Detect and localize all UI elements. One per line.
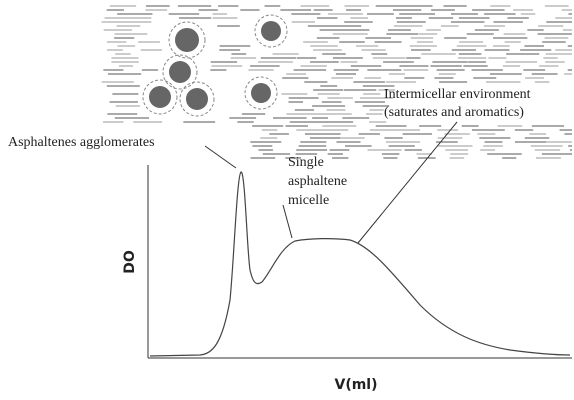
leader-line — [204, 145, 237, 169]
micelle-label: asphaltene — [288, 174, 347, 189]
axes — [147, 165, 572, 359]
leader-line — [357, 121, 458, 244]
leader-line — [282, 204, 293, 239]
leader-lines — [204, 121, 458, 244]
micelle-shell — [168, 21, 206, 59]
micelles — [142, 14, 288, 117]
x-axis-title: V(ml) — [334, 377, 377, 393]
intermicellar-label: (saturates and aromatics) — [384, 105, 524, 120]
chromatogram-curve — [149, 171, 571, 357]
micelle-core — [149, 86, 171, 108]
micelle-shell — [162, 54, 198, 90]
micelle-core — [186, 88, 208, 110]
micelle-label: Single — [288, 155, 324, 170]
intermicellar-label: Intermicellar environment — [384, 87, 531, 102]
micelle-shell — [244, 76, 278, 110]
solvent-lines — [101, 5, 572, 159]
micelle-core — [175, 28, 199, 52]
micelle-shell — [254, 14, 288, 48]
micelle-core — [251, 83, 271, 103]
micelle-label: micelle — [288, 193, 329, 208]
micelle-core — [169, 61, 191, 83]
agglomerates-label: Asphaltenes agglomerates — [8, 135, 155, 150]
micelle-core — [261, 21, 281, 41]
y-axis-title: DO — [122, 250, 138, 274]
micelle-shell — [179, 81, 215, 117]
micelle-shell — [142, 79, 178, 115]
